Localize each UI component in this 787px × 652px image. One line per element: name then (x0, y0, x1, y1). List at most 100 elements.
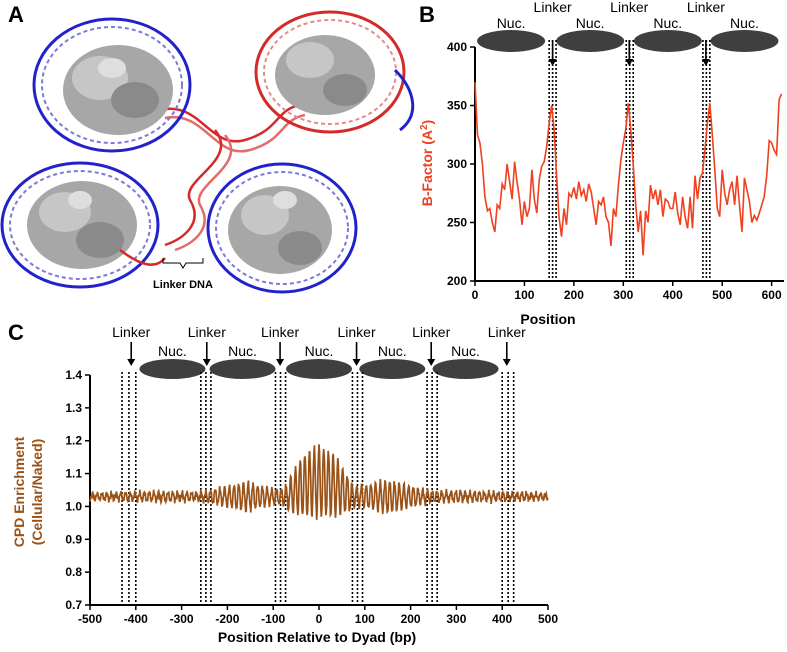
panel-c-cpd-chart: C Linker Linker Linker Linker Linker LinkerNu… (8, 320, 558, 645)
panel-b-x-tick-label: 500 (712, 288, 732, 302)
panel-b-y-axis-title-sup: 2 (419, 124, 430, 130)
panel-c-linker-arrowhead (352, 359, 361, 366)
panel-c-ticks: -500 -400 -300 -200 -100 0 100 200 300 400 500 0.7 0… (65, 368, 558, 626)
panel-c-x-tick-label: 0 (316, 612, 323, 626)
panel-b-x-tick-label: 600 (762, 288, 782, 302)
panel-c-y-tick-label: 1.2 (65, 434, 82, 448)
nucleosome-structure-illustration: Linker DNA (0, 10, 415, 294)
panel-b-nucleosome-oval (556, 30, 625, 52)
panel-c-linker-arrowhead (502, 359, 511, 366)
panel-b-nucleosome-label: Nuc. (730, 15, 759, 31)
panel-a-structure: A (0, 2, 415, 294)
panel-b-y-axis-title: B-Factor (A2) (419, 120, 435, 206)
panel-b-linker-label: Linker (610, 0, 648, 15)
panel-c-nucleosome-label: Nuc. (378, 343, 407, 359)
panel-b-bfactor-chart: B Linker Linker Linker Nuc. Nuc. Nuc. Nuc. 0 10… (419, 0, 784, 327)
panel-b-linker-label: Linker (534, 0, 572, 15)
linker-dna-middle (164, 129, 223, 247)
panel-c-y-tick-label: 0.7 (65, 598, 82, 612)
panel-c-y-axis-title-line1: CPD Enrichment (11, 436, 27, 547)
panel-c-y-tick-label: 0.8 (65, 565, 82, 579)
panel-c-nucleosome-label: Nuc. (451, 343, 480, 359)
linker-dna-top (159, 103, 301, 143)
linker-dna-label: Linker DNA (153, 279, 213, 291)
panel-c-nucleosome-oval (139, 359, 206, 379)
panel-b-annotations: Linker Linker Linker Nuc. Nuc. Nuc. Nuc. (477, 0, 779, 66)
panel-b-linker-arrowhead (625, 59, 634, 66)
panel-b-letter: B (419, 2, 435, 27)
linker-dna-top-strand2 (164, 113, 306, 153)
panel-b-y-tick-label: 300 (447, 157, 467, 171)
panel-b-bfactor-line (474, 82, 783, 256)
panel-c-x-tick-label: 500 (538, 612, 558, 626)
panel-c-linker-label: Linker (188, 324, 226, 340)
panel-b-nucleosome-label: Nuc. (576, 15, 605, 31)
panel-b-nucleosome-label: Nuc. (653, 15, 682, 31)
panel-c-x-tick-label: 400 (492, 612, 512, 626)
nucleosome-bottom-left (0, 161, 166, 289)
panel-c-x-tick-label: -200 (215, 612, 239, 626)
panel-b-y-axis-title-close: ) (419, 120, 435, 125)
panel-b-linker-arrowhead (701, 59, 710, 66)
linker-dna-helices (159, 103, 306, 252)
panel-b-nucleosome-label: Nuc. (497, 15, 526, 31)
nucleosome-top-right (254, 10, 415, 134)
panel-c-linker-arrowhead (202, 359, 211, 366)
panel-c-x-tick-label: 100 (355, 612, 375, 626)
panel-c-linker-arrowhead (276, 359, 285, 366)
panel-c-x-tick-label: -300 (170, 612, 194, 626)
panel-c-nucleosome-label: Nuc. (305, 343, 334, 359)
panel-c-nucleosome-oval (359, 359, 426, 379)
panel-c-linker-label: Linker (112, 324, 150, 340)
linker-dna-middle-strand2 (174, 134, 233, 252)
panel-c-x-tick-label: 300 (446, 612, 466, 626)
panel-b-series (474, 82, 783, 256)
panel-c-y-tick-label: 1.3 (65, 401, 82, 415)
panel-c-nucleosome-oval (286, 359, 352, 379)
panel-c-x-tick-label: -100 (261, 612, 285, 626)
panel-b-ticks: 0 100 200 300 400 500 600 200 250 300 350 400 (447, 40, 782, 302)
panel-c-y-tick-label: 1.0 (65, 499, 82, 513)
panel-c-nucleosome-oval (432, 359, 499, 379)
panel-c-letter: C (8, 320, 24, 345)
panel-b-y-tick-label: 250 (447, 216, 467, 230)
panel-c-x-tick-label: 200 (401, 612, 421, 626)
panel-c-linker-arrowhead (427, 359, 436, 366)
panel-c-x-tick-label: -400 (124, 612, 148, 626)
nucleosome-bottom-right (206, 162, 358, 294)
panel-c-linker-label: Linker (488, 324, 526, 340)
panel-c-linker-arrowhead (127, 359, 136, 366)
panel-c-x-axis-title: Position Relative to Dyad (bp) (218, 629, 416, 645)
panel-b-x-tick-label: 100 (514, 288, 534, 302)
panel-b-linker-arrowhead (548, 59, 557, 66)
panel-b-x-tick-label: 200 (564, 288, 584, 302)
panel-b-x-tick-label: 300 (613, 288, 633, 302)
panel-b-y-tick-label: 350 (447, 99, 467, 113)
linker-dna-brace (162, 258, 204, 269)
panel-c-annotations: Linker Linker Linker Linker Linker LinkerNuc.… (112, 324, 526, 379)
panel-c-cpd-line (89, 444, 549, 520)
panel-b-y-tick-label: 200 (447, 274, 467, 288)
panel-c-linker-label: Linker (337, 324, 375, 340)
panel-c-y-tick-label: 1.1 (65, 467, 82, 481)
panel-b-x-axis-title: Position (520, 311, 575, 327)
panel-b-y-axis-title-main: B-Factor (A (419, 130, 435, 206)
panel-c-y-tick-label: 0.9 (65, 532, 82, 546)
panel-c-y-axis-title-line2: (Cellular/Naked) (29, 439, 45, 546)
panel-b-linker-label: Linker (687, 0, 725, 15)
panel-a-letter: A (8, 2, 24, 27)
panel-b-linker-guides (548, 40, 711, 281)
panel-b-x-tick-label: 400 (663, 288, 683, 302)
panel-c-linker-label: Linker (261, 324, 299, 340)
panel-b-nucleosome-oval (633, 30, 702, 52)
panel-b-y-tick-label: 400 (447, 40, 467, 54)
panel-c-nucleosome-label: Nuc. (228, 343, 257, 359)
panel-b-nucleosome-oval (710, 30, 779, 52)
panel-c-linker-label: Linker (412, 324, 450, 340)
panel-c-nucleosome-label: Nuc. (158, 343, 187, 359)
panel-b-x-tick-label: 0 (472, 288, 479, 302)
nucleosome-top-left (32, 17, 192, 153)
panel-c-nucleosome-oval (209, 359, 276, 379)
panel-c-y-tick-label: 1.4 (65, 368, 82, 382)
